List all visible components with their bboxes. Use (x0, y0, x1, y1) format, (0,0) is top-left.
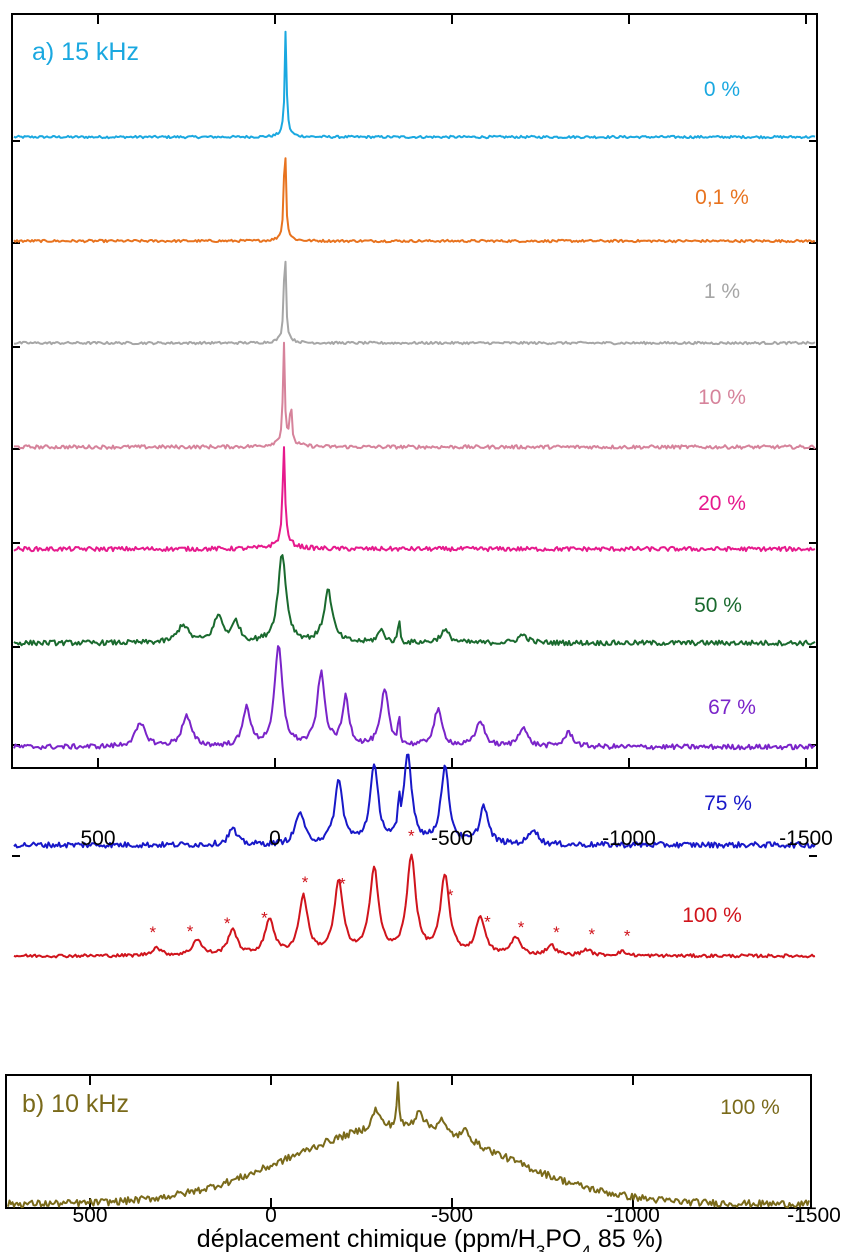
x-axis-label-sub1: 3 (536, 1242, 545, 1252)
x-tick-label-500: 500 (80, 827, 115, 850)
x-axis-label-sub2: 4 (581, 1242, 590, 1252)
trace-75 (13, 753, 816, 849)
asterisk-8: * (484, 913, 491, 932)
panel-a-trace-labels: 0 % 0,1 % 1 % 10 % 20 % 50 % 67 % 75 % 100 % (682, 78, 756, 927)
panel-b-title: b) 10 kHz (22, 1090, 129, 1118)
asterisk-4: * (302, 873, 309, 892)
panel-a-ticks (12, 14, 817, 857)
asterisk-5: * (339, 875, 346, 894)
asterisk-12: * (624, 927, 631, 946)
panel-a-title: a) 15 kHz (32, 38, 139, 66)
trace-67 (13, 645, 815, 751)
trace-20 (13, 446, 816, 553)
x-axis-label-end: 85 %) (591, 1225, 663, 1252)
trace-50 (13, 554, 816, 647)
trace-label-1: 1 % (704, 280, 740, 303)
x-tick-label-1500: -1500 (779, 827, 833, 850)
x-tick-label-1000: -1000 (606, 1204, 660, 1227)
x-tick-label-500: 500 (72, 1204, 107, 1227)
x-tick-label-1000: -1000 (602, 827, 656, 850)
asterisk-1: * (187, 922, 194, 941)
x-tick-label-500: -500 (431, 827, 473, 850)
panel-b-tick-labels: 500 0 -500 -1000 -1500 (72, 1204, 840, 1227)
trace-label-50: 50 % (694, 594, 742, 617)
trace-1 (13, 260, 816, 346)
asterisk-6: * (408, 826, 415, 845)
trace-label-100: 100 % (682, 904, 742, 927)
panel-a-tick-labels: 500 0 -500 -1000 -1500 (80, 827, 832, 850)
panel-b-ticks (89, 1075, 634, 1208)
asterisk-0: * (150, 923, 157, 942)
x-axis-label-main: déplacement chimique (ppm/H (197, 1225, 536, 1252)
panel-b: b) 10 kHz 100 % 500 0 -500 -1000 -1500 dépla… (5, 1074, 841, 1252)
trace-label-0-1: 0,1 % (695, 186, 749, 209)
asterisk-10: * (553, 923, 560, 942)
asterisk-2: * (224, 914, 231, 933)
panel-b-frame (5, 1074, 812, 1209)
trace-100 (13, 853, 816, 959)
trace-label-67: 67 % (708, 696, 756, 719)
x-tick-label-0: 0 (269, 827, 281, 850)
panel-a: a) 15 kHz 0 % 0,1 % 1 % 10 % 20 % 50 % 67 % 75 … (11, 13, 833, 959)
trace-10 (14, 341, 816, 450)
panel-b-trace-labels: 100 % (720, 1096, 780, 1119)
panel-b-traces (7, 1081, 810, 1209)
x-tick-label-1500: -1500 (787, 1204, 841, 1227)
trace-100 (7, 1081, 810, 1209)
asterisk-11: * (589, 925, 596, 944)
panel-a-traces (13, 30, 816, 959)
trace-0-1 (13, 157, 816, 244)
x-axis-label-mid: PO (545, 1225, 581, 1252)
trace-label-0: 0 % (704, 78, 740, 101)
trace-label-20: 20 % (698, 492, 746, 515)
trace-label-75: 75 % (704, 792, 752, 815)
trace-label-10: 10 % (698, 386, 746, 409)
asterisk-3: * (261, 908, 268, 927)
trace-label-100: 100 % (720, 1096, 780, 1119)
panel-a-asterisks: * * * * * * * * * * * * * (150, 826, 631, 945)
x-tick-label-500: -500 (431, 1204, 473, 1227)
panel-a-frame (11, 13, 818, 769)
x-axis-label: déplacement chimique (ppm/H3PO4 85 %) (197, 1225, 663, 1252)
x-tick-label-0: 0 (265, 1204, 277, 1227)
asterisk-7: * (447, 886, 454, 905)
asterisk-9: * (518, 918, 525, 937)
trace-0 (13, 30, 816, 140)
